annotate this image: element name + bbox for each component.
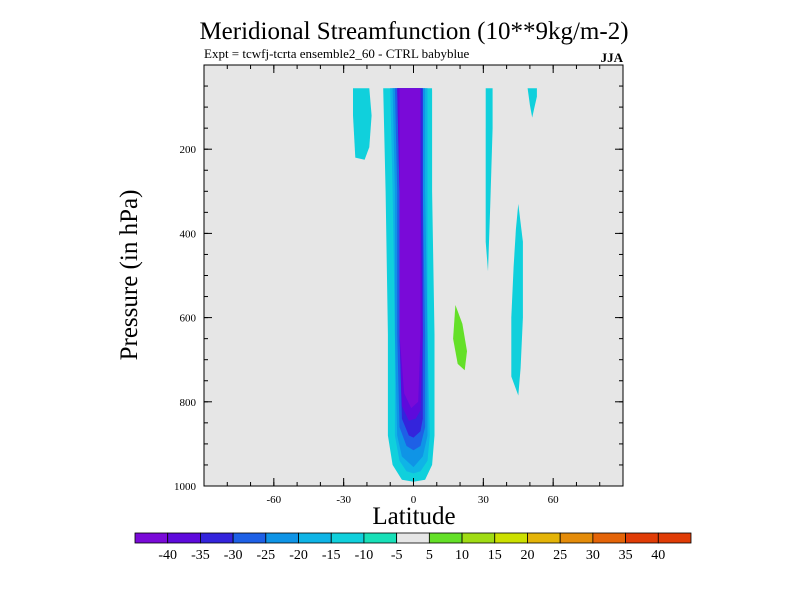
x-tick-label: 60: [548, 494, 560, 506]
colorbar-swatch: [657, 532, 692, 544]
x-tick-label: 30: [478, 494, 490, 506]
y-tick-label: 200: [180, 144, 197, 156]
contour-nh-negative-lobe-10: [511, 203, 523, 396]
colorbar-swatch: [363, 532, 398, 544]
colorbar-label: 35: [619, 548, 633, 563]
colorbar-swatch: [330, 532, 365, 544]
x-axis: -60 -30 0 30 60: [266, 65, 559, 506]
season-label: JJA: [601, 50, 624, 65]
x-tick-label: 0: [411, 494, 417, 506]
colorbar-swatch: [298, 532, 332, 544]
contour-tropical-main-cell-40: [399, 88, 421, 409]
y-axis-label: Pressure (in hPa): [116, 190, 143, 361]
colorbar-swatch: [232, 532, 267, 544]
y-tick-label: 400: [180, 228, 197, 240]
colorbar-swatch: [167, 532, 201, 544]
colorbar-label: -5: [391, 548, 403, 563]
y-tick-label: 800: [180, 397, 197, 409]
contour-nh-positive-cell-10: [453, 305, 467, 371]
chart-title: Meridional Streamfunction (10**9kg/m-2): [199, 18, 628, 45]
colorbar-label: 30: [586, 548, 600, 563]
colorbar-swatch: [494, 532, 528, 544]
colorbar-label: -10: [355, 548, 374, 563]
colorbar-label: -30: [224, 548, 243, 563]
colorbar: -40 -35 -30 -25 -20 -15 -10 -5 5 10 15 20 25 30 35 40: [134, 532, 692, 563]
colorbar-label: -35: [191, 548, 210, 563]
contour-nh-negative-strip-10: [485, 88, 493, 272]
colorbar-label: 5: [426, 548, 433, 563]
colorbar-label: -20: [289, 548, 308, 563]
colorbar-label: 10: [455, 548, 469, 563]
colorbar-label: -15: [322, 548, 341, 563]
contour-fills: [283, 88, 537, 482]
chart-subtitle: Expt = tcwfj-tcrta ensemble2_60 - CTRL b…: [204, 46, 470, 61]
colorbar-swatch: [134, 532, 169, 544]
colorbar-label: -40: [158, 548, 177, 563]
contour-nh-negative-upper-10: [527, 88, 537, 118]
x-tick-label: -30: [336, 494, 351, 506]
colorbar-swatch: [200, 532, 234, 544]
colorbar-swatch: [592, 532, 626, 544]
colorbar-swatch: [461, 532, 496, 544]
contour-sh-upper-positive-5: [283, 88, 305, 133]
colorbar-swatch: [396, 532, 430, 544]
colorbar-swatch: [428, 532, 463, 544]
colorbar-swatch: [559, 532, 594, 544]
contour-sh-upper-negative-10: [353, 88, 372, 160]
colorbar-label: 20: [520, 548, 534, 563]
colorbar-swatch: [625, 532, 659, 544]
contour-nh-positive-cell-5: [432, 88, 481, 425]
y-tick-label: 600: [180, 313, 197, 325]
colorbar-label: 25: [553, 548, 567, 563]
x-tick-label: -60: [266, 494, 281, 506]
y-tick-label: 1000: [174, 481, 197, 493]
colorbar-swatch: [527, 532, 561, 544]
colorbar-swatch: [265, 532, 299, 544]
colorbar-label: 40: [651, 548, 665, 563]
x-axis-label: Latitude: [372, 503, 455, 530]
colorbar-label: 15: [488, 548, 502, 563]
y-axis: 200 400 600 800 1000: [174, 144, 623, 493]
colorbar-label: -25: [256, 548, 275, 563]
